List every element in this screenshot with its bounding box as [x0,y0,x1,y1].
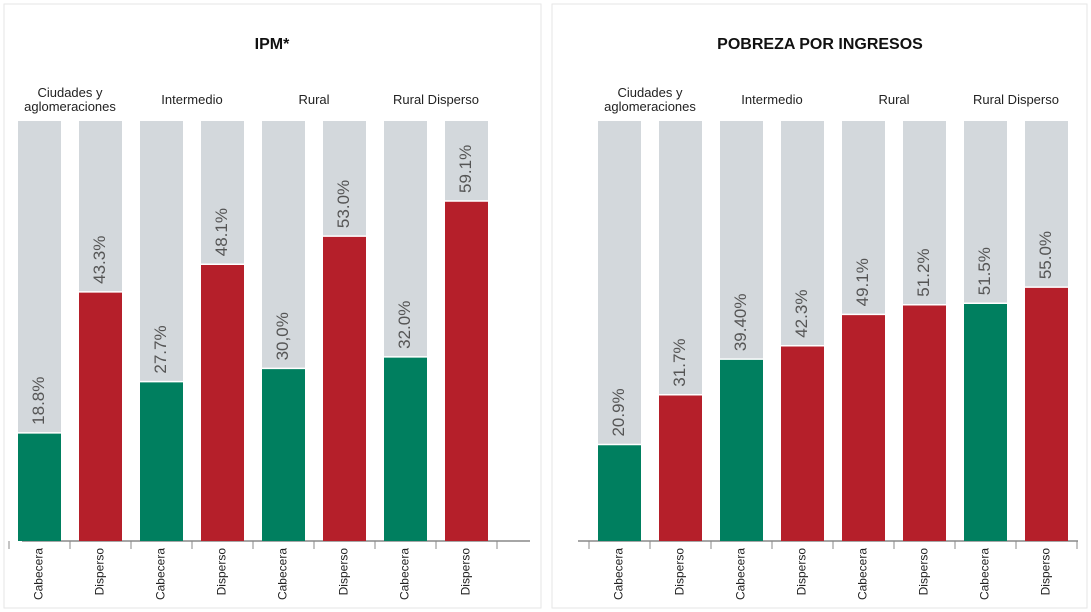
value-label: 27.7% [151,325,170,373]
x-tick-label: Disperso [459,548,473,596]
bar [720,359,763,541]
group-label: Ciudades y aglomeraciones [24,85,116,114]
group-label: Rural [878,92,910,107]
bar [262,368,305,541]
bar [79,291,122,541]
value-label: 42.3% [792,290,811,338]
x-tick-label: Disperso [917,548,931,596]
value-label: 51.2% [914,248,933,296]
value-label: 49.1% [853,258,872,306]
x-tick-label: Cabecera [154,548,168,600]
x-tick-label: Disperso [215,548,229,596]
value-label: 59.1% [456,145,475,193]
group-label: Intermedio [741,92,803,107]
x-tick-label: Disperso [673,548,687,596]
bar [140,381,183,541]
value-label: 51.5% [975,247,994,295]
value-label: 53.0% [334,180,353,228]
bar [201,264,244,541]
group-label: Rural Disperso [973,92,1059,107]
chart-title: POBREZA POR INGRESOS [717,36,923,53]
bar [659,394,702,541]
x-tick-label: Cabecera [32,548,46,600]
chart-title: IPM* [255,36,290,53]
x-tick-label: Disperso [93,548,107,596]
bar [964,303,1007,541]
x-tick-label: Disperso [337,548,351,596]
value-label: 43.3% [90,236,109,284]
value-label: 20.9% [609,388,628,436]
value-label: 30,0% [273,312,292,360]
value-label: 18.8% [29,377,48,425]
x-tick-label: Cabecera [978,548,992,600]
x-tick-label: Disperso [1039,548,1053,596]
x-tick-label: Cabecera [398,548,412,600]
bar [323,236,366,542]
value-label: 32.0% [395,301,414,349]
group-label: Intermedio [161,92,223,107]
bar [445,200,488,541]
bar [842,314,885,541]
value-label: 55.0% [1036,231,1055,279]
bar [18,432,61,541]
x-tick-label: Cabecera [276,548,290,600]
bar [1025,287,1068,541]
value-label: 48.1% [212,208,231,256]
bar [384,356,427,541]
x-tick-label: Cabecera [856,548,870,600]
bar [903,304,946,541]
group-label: Rural [298,92,330,107]
x-tick-label: Cabecera [612,548,626,600]
group-label: Ciudades y aglomeraciones [604,85,696,114]
group-label: Rural Disperso [393,92,479,107]
x-tick-label: Cabecera [734,548,748,600]
value-label: 31.7% [670,338,689,386]
value-label: 39.40% [731,293,750,351]
x-tick-label: Disperso [795,548,809,596]
bar [781,345,824,541]
bar [598,444,641,541]
